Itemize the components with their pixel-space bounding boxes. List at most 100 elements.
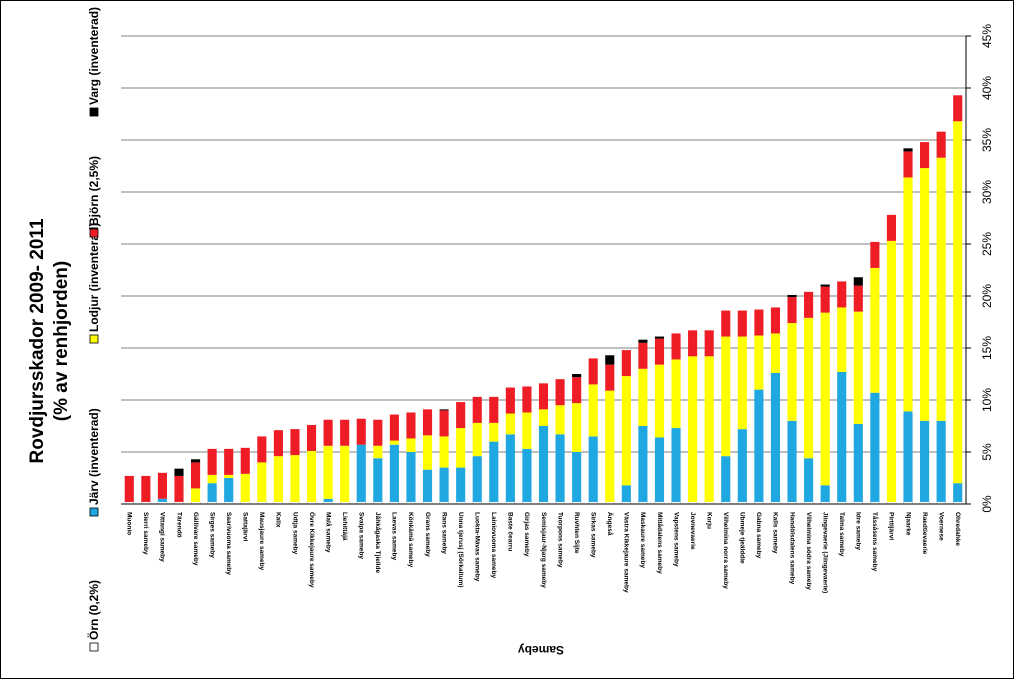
category-label: Muonio	[126, 512, 133, 535]
legend-label: Lodjur (inventerad)	[87, 223, 101, 332]
bar-segment	[191, 462, 201, 489]
bar-segment	[903, 151, 913, 178]
category-label: Ruvhten Sijte	[573, 512, 580, 554]
bar-segment	[588, 358, 598, 385]
bar-segment	[936, 420, 946, 502]
y-tick-label: 40%	[980, 76, 994, 100]
bar-segment	[870, 241, 880, 268]
bar-segment	[953, 483, 963, 502]
bar-segment	[671, 333, 681, 360]
category-label: Ubmeje tjeälddie	[739, 512, 746, 564]
bar-segment	[953, 95, 963, 122]
bar-segment	[704, 356, 714, 502]
bar-segment	[174, 475, 184, 502]
bar-segment	[804, 291, 814, 318]
bar-segment	[572, 374, 582, 378]
bar-segment	[555, 405, 565, 435]
category-label: Vilhelmina norra sameby	[722, 512, 729, 589]
category-label: Talma sameby	[838, 512, 845, 557]
bar-segment	[754, 309, 764, 336]
bar-segment	[306, 424, 317, 451]
bar-segment	[936, 131, 946, 158]
category-label: Jåhkågaska Tjiellde	[374, 512, 382, 573]
bar-segment	[572, 452, 582, 502]
bar-segment	[389, 440, 399, 445]
bar-segment	[654, 364, 665, 438]
bar-segment	[323, 498, 333, 502]
bar-segment	[224, 478, 234, 502]
bar-segment	[754, 389, 764, 502]
category-label: Raedtievaerie	[921, 512, 928, 555]
category-label: Vittangi sameby	[159, 512, 166, 562]
bar-segment	[323, 445, 333, 499]
bar-segment	[157, 472, 167, 499]
bar-segment	[240, 473, 250, 502]
bar-segment	[837, 281, 847, 308]
bar-segment	[191, 459, 201, 463]
bar-segment	[787, 297, 797, 324]
bar-segment	[191, 488, 201, 502]
bar-segment	[903, 177, 913, 412]
title-line1: Rovdjursskador 2009- 2011	[27, 218, 48, 463]
bar-segment	[770, 333, 781, 373]
category-label: Tuorpons sameby	[556, 512, 563, 568]
bar-segment	[422, 435, 433, 470]
bar-segment	[804, 458, 814, 502]
bar-segment	[621, 485, 631, 502]
bar-segment	[886, 214, 896, 241]
category-label: Jiingevaerie (Jiingevaerie)	[821, 512, 828, 593]
bar-segment	[853, 423, 863, 502]
bar-segment	[439, 410, 449, 437]
bar-segment	[456, 467, 466, 502]
bar-segment	[439, 409, 449, 411]
category-label: Pirttijärvi	[888, 512, 895, 540]
bar-segment	[356, 444, 366, 502]
category-label: Gällivare sameby	[192, 512, 199, 566]
bar-segment	[505, 413, 515, 435]
category-label: Kalix	[275, 512, 282, 528]
bar-segment	[257, 436, 267, 463]
bar-segment	[207, 474, 217, 484]
bar-segment	[605, 364, 615, 391]
category-label: Voernese	[937, 512, 944, 541]
bar-segment	[224, 474, 234, 478]
bar-segment	[472, 396, 482, 423]
bar-segment	[605, 390, 615, 502]
category-label: Rans sameby	[440, 512, 447, 554]
bar-segment	[721, 310, 731, 337]
bar-segment	[588, 436, 598, 502]
bar-segment	[820, 286, 830, 313]
bar-segment	[406, 412, 416, 439]
bar-segment	[422, 409, 433, 436]
bar-segment	[472, 456, 482, 502]
category-label: Baste čearru	[507, 512, 514, 551]
bar-segment	[853, 285, 863, 312]
bar-segment	[489, 441, 499, 502]
bar-segment	[638, 368, 648, 426]
bar-segment	[853, 311, 863, 424]
bar-segment	[373, 458, 383, 502]
category-label: Kalls sameby	[772, 512, 779, 554]
bar-segment	[787, 294, 797, 298]
category-label: Luokta-Mávas sameby	[474, 512, 481, 582]
category-label: Vapstens sameby	[672, 512, 679, 567]
bar-segment	[456, 402, 466, 429]
category-label: Jovnevaerie	[689, 512, 696, 550]
category-label: Sattajärvi	[242, 512, 249, 541]
bar-segment	[837, 371, 847, 502]
category-label: Handölsdalens sameby	[788, 512, 795, 585]
bar-segment	[124, 475, 134, 502]
bar-segment	[538, 426, 549, 502]
bar-segment	[754, 335, 764, 390]
category-label: Tåssåsens sameby	[871, 512, 879, 572]
y-tick-label: 20%	[980, 284, 994, 308]
legend-swatch	[89, 507, 99, 517]
bar-segment	[273, 430, 283, 457]
bar-segment	[804, 317, 814, 459]
y-tick-label: 35%	[980, 128, 994, 152]
bar-segment	[389, 414, 399, 441]
bar-segment	[688, 356, 698, 502]
bar-segment	[522, 448, 532, 502]
bar-segment	[472, 422, 482, 457]
